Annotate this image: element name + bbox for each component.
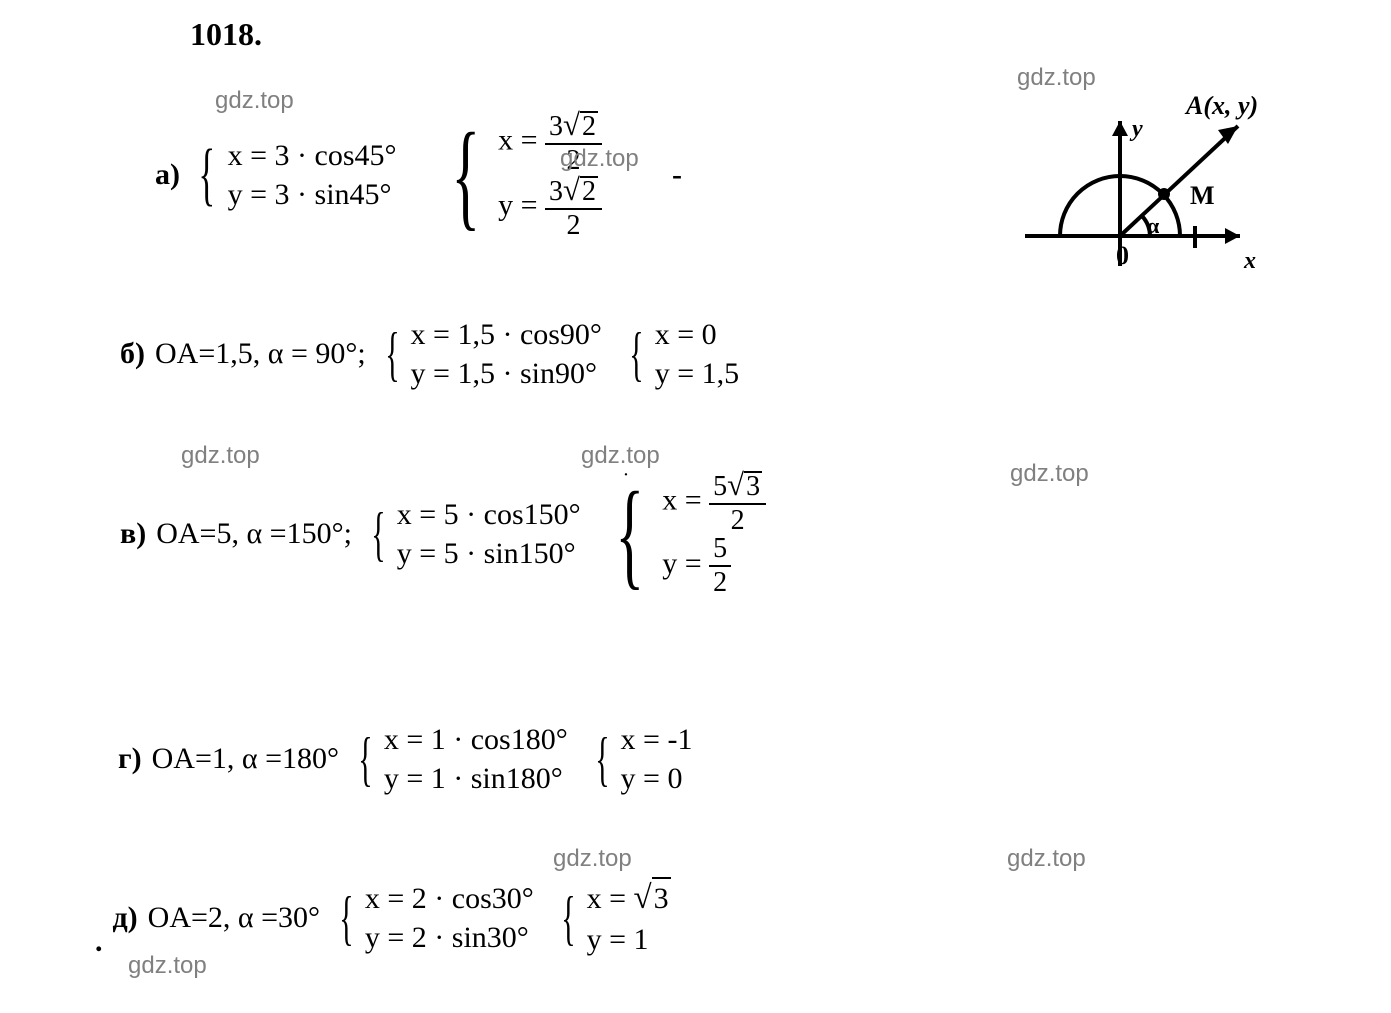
given-b: OA=1,5, α = 90°; (155, 337, 366, 371)
eq-g2-x: x = -1 (621, 720, 693, 759)
sys-b-1: { x = 1,5 · cos90° y = 1,5 · sin90° (378, 315, 602, 393)
brace-icon: { (198, 154, 215, 196)
given-v: OA=5, α =150°; (156, 517, 352, 551)
watermark: gdz.top (1017, 64, 1096, 92)
label-d: д) (113, 901, 138, 935)
label-v: в) (120, 517, 146, 551)
label-x: x (1243, 248, 1256, 274)
eq-a-x: x = 3 · cos45° (228, 136, 397, 175)
eq-v-y: y = 5 · sin150° (397, 534, 581, 573)
brace-icon: { (385, 336, 399, 372)
eq-b2-x: x = 0 (655, 315, 739, 354)
brace-icon: { (595, 741, 609, 777)
watermark: gdz.top (1007, 845, 1086, 873)
sys-g-1: { x = 1 · cos180° y = 1 · sin180° (351, 720, 568, 798)
eq-v-x: x = 5 · cos150° (397, 495, 581, 534)
given-d: OA=2, α =30° (148, 901, 320, 935)
brace-icon: { (358, 741, 372, 777)
label-O: 0 (1116, 241, 1129, 270)
sys-v-1: { x = 5 · cos150° y = 5 · sin150° (364, 495, 581, 573)
eq-d-x: x = 2 · cos30° (365, 879, 534, 918)
eq-v2-x: x = 532 (662, 470, 766, 535)
watermark: gdz.top (553, 845, 632, 873)
brace-icon: { (629, 336, 643, 372)
eq-b-y: y = 1,5 · sin90° (411, 354, 602, 393)
label-A: A(x, y) (1184, 96, 1258, 120)
label-b: б) (120, 337, 145, 371)
problem-g: г) OA=1, α =180° { x = 1 · cos180° y = 1… (118, 720, 712, 798)
label-y: y (1129, 116, 1143, 142)
eq-g-y: y = 1 · sin180° (384, 759, 568, 798)
watermark: gdz.top (1010, 460, 1089, 488)
watermark: gdz.top (215, 87, 294, 115)
watermark: gdz.top (181, 442, 260, 470)
brace-icon: { (561, 900, 575, 936)
brace-icon: { (371, 516, 385, 552)
watermark: gdz.top (581, 442, 660, 470)
eq-d2-x: x = 3 (587, 877, 671, 920)
brace-icon: { (615, 498, 644, 570)
problem-a: а) { x = 3 · cos45° y = 3 · sin45° { x =… (155, 110, 682, 240)
sys-b-2: { x = 0 y = 1,5 (622, 315, 739, 393)
sys-d-1: { x = 2 · cos30° y = 2 · sin30° (332, 879, 534, 957)
problem-v: в) OA=5, α =150°; { x = 5 · cos150° y = … (120, 470, 786, 597)
label-alpha: α (1147, 213, 1160, 238)
watermark: gdz.top (560, 145, 639, 173)
problem-number: 1018. (190, 16, 262, 53)
sys-d-2: { x = 3 y = 1 (554, 877, 671, 959)
eq-g2-y: y = 0 (621, 759, 693, 798)
label-a: а) (155, 158, 180, 192)
diagram-svg: A(x, y) y M α 0 x (1020, 96, 1280, 296)
unit-circle-diagram: A(x, y) y M α 0 x (1020, 96, 1280, 296)
eq-v2-y: y = 52 (662, 535, 766, 597)
brace-icon: { (451, 139, 480, 211)
prelabel-d: . (95, 925, 103, 959)
brace-icon: { (339, 900, 353, 936)
label-M: M (1190, 181, 1215, 210)
label-g: г) (118, 742, 142, 776)
eq-b2-y: y = 1,5 (655, 354, 739, 393)
sys-g-2: { x = -1 y = 0 (588, 720, 693, 798)
given-g: OA=1, α =180° (152, 742, 339, 776)
eq-g-x: x = 1 · cos180° (384, 720, 568, 759)
eq-d-y: y = 2 · sin30° (365, 918, 534, 957)
problem-b: б) OA=1,5, α = 90°; { x = 1,5 · cos90° y… (120, 315, 759, 393)
problem-d: . д) OA=2, α =30° { x = 2 · cos30° y = 2… (95, 877, 691, 959)
sys-v-2: { · x = 532 y = 52 (601, 470, 766, 597)
eq-a-y: y = 3 · sin45° (228, 175, 397, 214)
eq-b-x: x = 1,5 · cos90° (411, 315, 602, 354)
eq-d2-y: y = 1 (587, 920, 671, 959)
watermark: gdz.top (128, 952, 207, 980)
sys-a-1: { x = 3 · cos45° y = 3 · sin45° (190, 136, 397, 214)
trail-a: - (672, 158, 682, 192)
eq-a2-y: y = 322 (498, 175, 602, 240)
sys-a-2: { x = 322 y = 322 (437, 110, 602, 240)
